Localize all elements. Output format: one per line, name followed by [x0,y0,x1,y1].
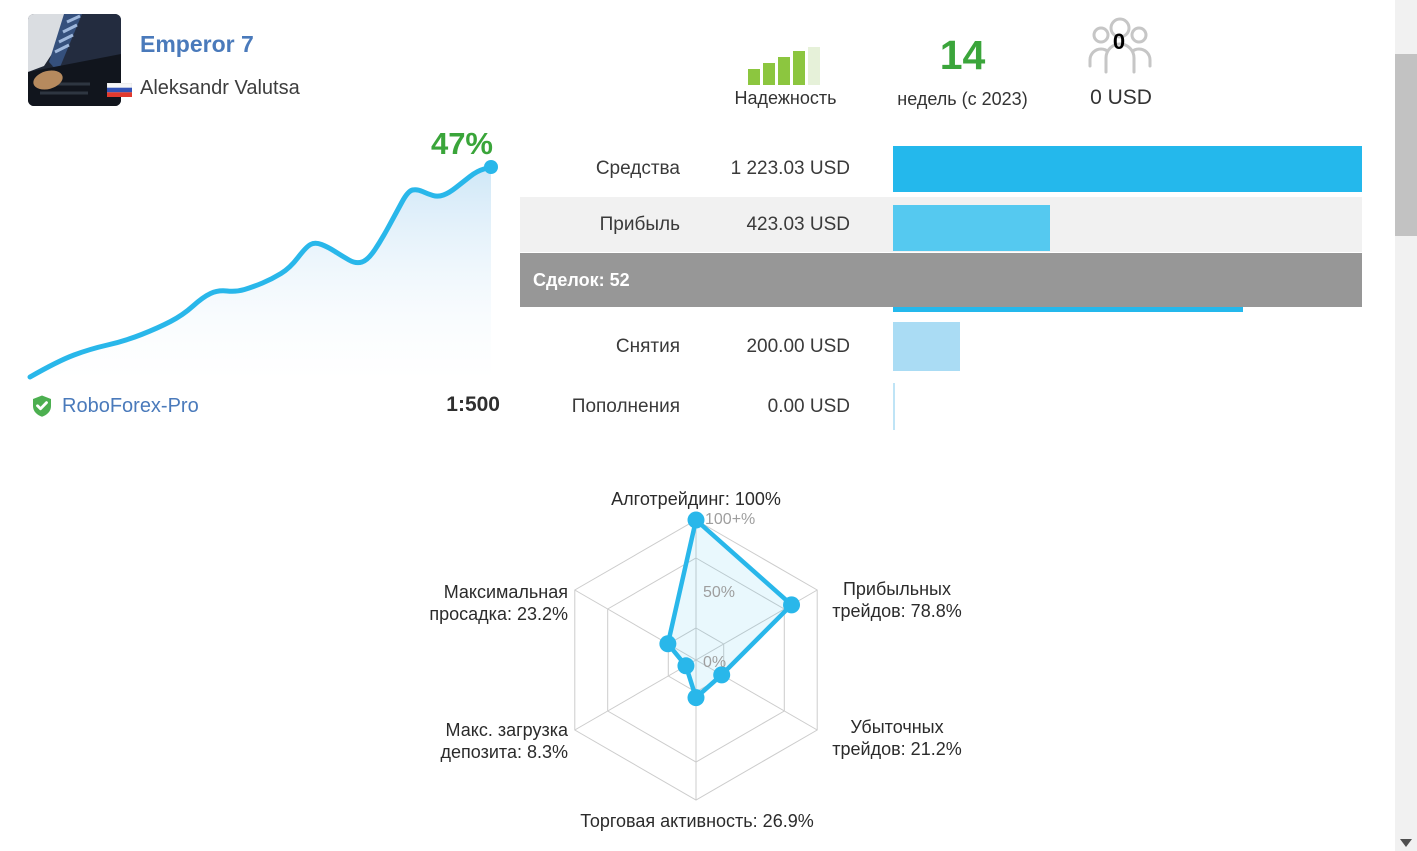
radar-grid-axis [574,659,697,731]
stat-label: Средства [595,158,680,179]
radar-grid-axis [574,589,697,661]
weeks-value: 14 [939,32,986,78]
radar-chart [574,511,818,801]
stat-value: 0.00 USD [767,396,850,417]
avatar-image [28,14,121,106]
scroll-down-arrow-icon[interactable] [1400,839,1412,847]
reliability-bar [793,51,805,85]
avatar [28,14,121,106]
radar-data-point [659,635,677,653]
gain-percent: 47% [430,126,493,161]
stat-value: 200.00 USD [746,336,850,357]
stat-bar [893,146,1362,192]
radar-axis-profitable-trades: Прибыльных трейдов: 78.8% [832,579,962,621]
radar-tick-0: 0% [703,654,727,671]
reliability-bars-icon [748,45,820,85]
scrollbar-track[interactable] [1395,0,1417,851]
radar-data-point [677,657,695,675]
verified-shield-icon [30,394,54,423]
investors-funds: 0 USD [1090,86,1152,109]
stat-row-deposits: Пополнения 0.00 USD [520,383,1362,430]
growth-chart [27,160,498,381]
radar-tick-50: 50% [703,584,736,601]
radar-axis-max-drawdown: Максимальная просадка: 23.2% [429,582,568,624]
stat-bar [893,383,896,430]
weeks-label: недель (с 2023) [897,89,1028,109]
radar-data-point [687,511,705,529]
stat-value: 1 223.03 USD [730,158,850,179]
radar-data-point [783,596,801,614]
reliability-bar [808,47,820,85]
growth-line [27,164,494,380]
stat-row-funds: Средства 1 223.03 USD [520,141,1362,196]
stat-bar [893,322,961,371]
stat-label: Пополнения [571,396,680,417]
stat-label: Прибыль [599,214,680,235]
stat-value: 423.03 USD [746,214,850,235]
radar-axis-deposit-load: Макс. загрузка депозита: 8.3% [440,720,568,762]
russia-flag-icon [106,82,133,98]
account-title: Emperor 7 [140,31,254,57]
radar-axis-algotrading: Алготрейдинг: 100% [611,489,781,509]
trades-count-banner: Сделок: 52 [520,253,1362,307]
growth-endpoint-dot [484,160,498,174]
account-owner: Aleksandr Valutsa [140,77,300,99]
reliability-bar [763,63,775,85]
radar-axis-trading-activity: Торговая активность: 26.9% [580,811,814,831]
leverage-value: 1:500 [446,393,500,416]
stat-label: Снятия [615,336,680,357]
investors-icon [1086,14,1154,89]
radar-data-point [687,689,705,707]
investors-count: 0 [1112,29,1126,54]
growth-area [30,167,491,381]
scrollbar-thumb[interactable] [1395,54,1417,236]
radar-axis-losing-trades: Убыточных трейдов: 21.2% [832,717,962,759]
radar-data-point [713,666,731,684]
stat-row-trades: Сделок: 52 [520,252,1362,312]
stat-row-withdrawals: Снятия 200.00 USD [520,322,1362,372]
stat-bar [893,205,1051,251]
radar-tick-100: 100+% [705,511,756,528]
stat-row-profit: Прибыль 423.03 USD [520,197,1362,252]
broker-server-link[interactable]: RoboForex-Pro [62,395,199,417]
reliability-bar [778,57,790,85]
reliability-label: Надежность [734,88,837,108]
reliability-bar [748,69,760,85]
